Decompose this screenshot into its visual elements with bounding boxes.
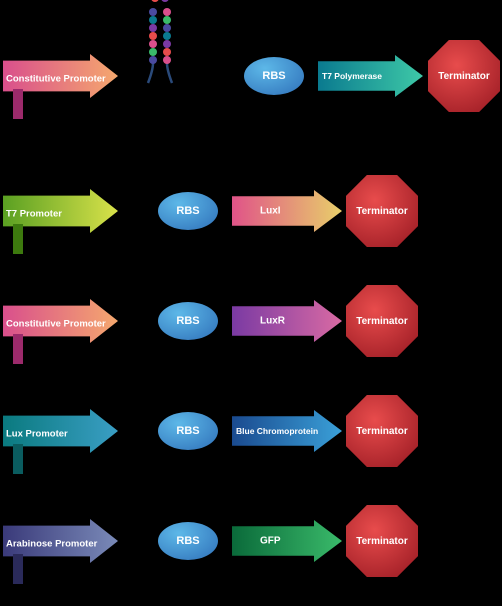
terminator: Terminator <box>346 175 418 247</box>
gene: LuxR <box>232 300 342 342</box>
terminator: Terminator <box>346 505 418 577</box>
rbs-label: RBS <box>176 535 199 547</box>
rbs: RBS <box>158 522 218 560</box>
promoter: Arabinose Promoter <box>3 519 118 569</box>
gene-label: LuxR <box>260 316 285 327</box>
gene-label: LuxI <box>260 206 281 217</box>
promoter-label: Lux Promoter <box>6 429 68 440</box>
rbs: RBS <box>158 412 218 450</box>
gene: GFP <box>232 520 342 562</box>
construct-row: T7 Promoter RBS LuxI Terminator <box>0 175 502 247</box>
hairpin-icon <box>130 0 190 75</box>
gene: LuxI <box>232 190 342 232</box>
rbs: RBS <box>244 57 304 95</box>
promoter-label: T7 Promoter <box>6 209 62 220</box>
gene-label: Blue Chromoprotein <box>236 426 318 436</box>
terminator: Terminator <box>428 40 500 112</box>
terminator-label: Terminator <box>356 426 408 437</box>
terminator-label: Terminator <box>438 71 490 82</box>
terminator: Terminator <box>346 285 418 357</box>
promoter: T7 Promoter <box>3 189 118 239</box>
construct-row: Lux Promoter RBS Blue Chromoprotein Termi… <box>0 395 502 467</box>
rbs: RBS <box>158 302 218 340</box>
rbs: RBS <box>158 192 218 230</box>
gene: Blue Chromoprotein <box>232 410 342 452</box>
promoter-label: Arabinose Promoter <box>6 539 97 550</box>
promoter-label: Constitutive Promoter <box>6 319 106 330</box>
construct-row: Constitutive Promoter RBS LuxR Terminator <box>0 285 502 357</box>
rbs-label: RBS <box>262 70 285 82</box>
gene-label: T7 Polymerase <box>322 71 382 81</box>
promoter: Constitutive Promoter <box>3 54 118 104</box>
rbs-label: RBS <box>176 205 199 217</box>
promoter: Constitutive Promoter <box>3 299 118 349</box>
gene-label: GFP <box>260 536 281 547</box>
terminator-label: Terminator <box>356 206 408 217</box>
terminator: Terminator <box>346 395 418 467</box>
terminator-label: Terminator <box>356 316 408 327</box>
rbs-label: RBS <box>176 315 199 327</box>
construct-row: Arabinose Promoter RBS GFP Terminator <box>0 505 502 577</box>
rbs-label: RBS <box>176 425 199 437</box>
gene: T7 Polymerase <box>318 55 423 97</box>
construct-row: Constitutive Promoter RBS T7 Polymerase T… <box>0 40 502 112</box>
terminator-label: Terminator <box>356 536 408 547</box>
promoter-label: Constitutive Promoter <box>6 74 106 85</box>
promoter: Lux Promoter <box>3 409 118 459</box>
